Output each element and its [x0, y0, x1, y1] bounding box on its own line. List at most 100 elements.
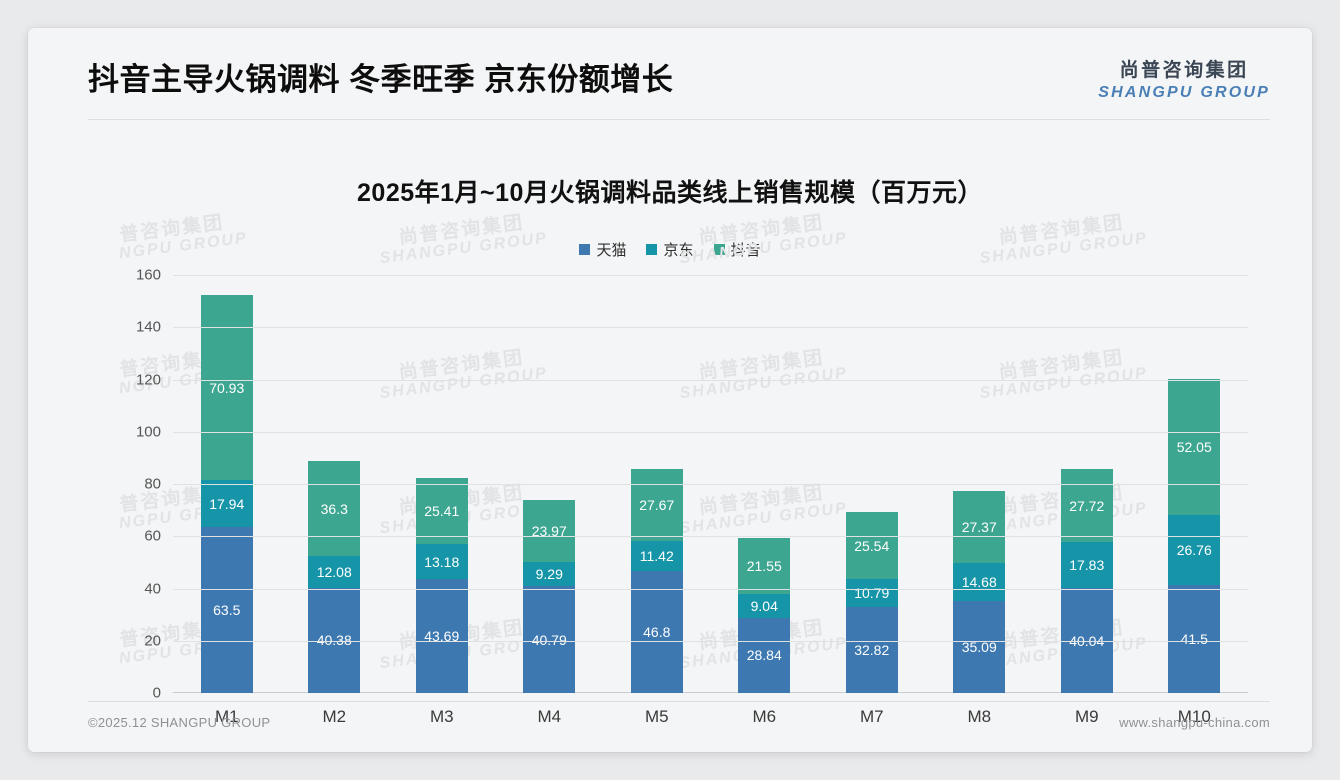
footer-copyright: ©2025.12 SHANGPU GROUP [88, 715, 271, 730]
legend-item-京东[interactable]: 京东 [646, 239, 694, 260]
bar-value-label: 26.76 [1176, 541, 1212, 558]
stacked-bar[interactable]: 25.54 10.79 32.82 [845, 512, 898, 693]
x-axis-tick-label: M4 [537, 707, 562, 726]
bar-segment-抖音[interactable]: 21.55 [738, 537, 791, 595]
stacked-bar[interactable]: 21.55 9.04 28.84 [738, 537, 791, 693]
bar-value-label: 17.83 [1069, 557, 1105, 574]
bar-value-label: 70.93 [209, 379, 245, 396]
slide-header: 抖音主导火锅调料 冬季旺季 京东份额增长 尚普咨询集团 SHANGPU GROU… [28, 28, 1312, 120]
bar-value-label: 14.68 [961, 574, 997, 591]
bar-value-label: 36.3 [320, 500, 348, 517]
bar-group-M2[interactable]: 36.3 12.08 40.38 M2 [281, 275, 389, 726]
x-axis-tick-label: M10 [1177, 707, 1211, 726]
stacked-bar[interactable]: 36.3 12.08 40.38 [308, 461, 361, 693]
legend-label: 天猫 [596, 242, 627, 259]
legend-item-天猫[interactable]: 天猫 [579, 239, 626, 260]
bar-value-label: 35.09 [961, 639, 997, 656]
bar-value-label: 9.29 [535, 566, 563, 583]
grid-line [173, 640, 1248, 642]
bar-segment-天猫[interactable]: 32.82 [845, 607, 898, 693]
bar-value-label: 17.94 [209, 495, 245, 512]
bar-segment-天猫[interactable]: 46.8 [630, 570, 683, 693]
bar-value-label: 43.69 [424, 627, 460, 644]
logo-english-text: SHANGPU GROUP [1098, 84, 1270, 101]
chart-plot-area: 70.93 17.94 63.5 M1 36.3 12.08 40.38 M2 25.41 13.… [136, 267, 1249, 726]
bar-segment-抖音[interactable]: 27.37 [953, 491, 1006, 563]
bar-value-label: 32.82 [854, 642, 890, 659]
bar-value-label: 21.55 [746, 557, 782, 574]
x-axis-tick-label: M5 [644, 707, 669, 726]
bar-segment-天猫[interactable]: 40.38 [308, 587, 361, 693]
grid-line [173, 275, 1248, 276]
company-logo: 尚普咨询集团 SHANGPU GROUP [1098, 61, 1270, 101]
stacked-bar[interactable]: 27.67 11.42 46.8 [630, 468, 683, 693]
bar-segment-天猫[interactable]: 28.84 [738, 617, 791, 693]
x-axis-tick-label: M7 [859, 707, 884, 726]
bar-value-label: 13.18 [424, 553, 460, 570]
bar-value-label: 27.37 [961, 519, 997, 536]
bar-value-label: 25.54 [854, 537, 890, 554]
bar-segment-京东[interactable]: 13.18 [415, 544, 468, 579]
bar-segment-抖音[interactable]: 27.67 [630, 468, 683, 541]
legend-swatch-icon [713, 244, 725, 255]
bar-group-M8[interactable]: 27.37 14.68 35.09 M8 [926, 275, 1034, 726]
bar-group-M9[interactable]: 27.72 17.83 40.04 M9 [1033, 275, 1141, 726]
bar-series-container: 70.93 17.94 63.5 M1 36.3 12.08 40.38 M2 25.41 13.… [173, 275, 1249, 726]
bar-segment-天猫[interactable]: 40.79 [523, 586, 576, 693]
bar-segment-京东[interactable]: 12.08 [308, 555, 361, 588]
bar-segment-京东[interactable]: 9.29 [523, 562, 576, 587]
legend-swatch-icon [646, 244, 658, 255]
legend-item-抖音[interactable]: 抖音 [713, 239, 761, 260]
bar-segment-抖音[interactable]: 52.05 [1168, 378, 1221, 515]
x-axis-tick-label: M9 [1074, 707, 1099, 726]
bar-segment-抖音[interactable]: 36.3 [308, 461, 361, 556]
bar-value-label: 40.79 [531, 631, 567, 648]
stacked-bar[interactable]: 27.72 17.83 40.04 [1060, 469, 1113, 693]
y-axis-tick-label: 40 [144, 580, 161, 597]
bar-group-M5[interactable]: 27.67 11.42 46.8 M5 [603, 275, 711, 726]
bar-segment-天猫[interactable]: 63.5 [200, 527, 253, 693]
bar-value-label: 28.84 [746, 647, 782, 664]
chart-title: 2025年1月~10月火锅调料品类线上销售规模（百万元） [357, 179, 983, 207]
stacked-bar[interactable]: 70.93 17.94 63.5 [200, 294, 253, 693]
bar-segment-京东[interactable]: 10.79 [845, 579, 898, 608]
bar-group-M10[interactable]: 52.05 26.76 41.5 M10 [1141, 275, 1249, 726]
bar-segment-京东[interactable]: 9.04 [738, 594, 791, 618]
bar-segment-京东[interactable]: 17.83 [1060, 541, 1113, 589]
bar-value-label: 41.5 [1180, 630, 1208, 647]
y-axis-tick-label: 60 [144, 527, 161, 545]
stacked-bar[interactable]: 52.05 26.76 41.5 [1168, 378, 1221, 693]
bar-group-M7[interactable]: 25.54 10.79 32.82 M7 [818, 275, 926, 726]
x-axis-tick-label: M6 [752, 707, 777, 726]
bar-segment-京东[interactable]: 26.76 [1168, 514, 1221, 585]
bar-segment-抖音[interactable]: 27.72 [1060, 469, 1113, 542]
bar-segment-抖音[interactable]: 70.93 [200, 294, 253, 481]
bar-value-label: 46.8 [643, 623, 671, 640]
slide-card: 抖音主导火锅调料 冬季旺季 京东份额增长 尚普咨询集团 SHANGPU GROU… [28, 28, 1312, 752]
bar-segment-抖音[interactable]: 25.41 [415, 478, 468, 545]
bar-group-M6[interactable]: 21.55 9.04 28.84 M6 [711, 275, 819, 726]
stacked-bar[interactable]: 25.41 13.18 43.69 [415, 478, 468, 693]
grid-line [173, 327, 1248, 329]
stacked-bar[interactable]: 27.37 14.68 35.09 [953, 491, 1006, 693]
footer-website: www.shangpu-china.com [1119, 715, 1270, 730]
bar-segment-天猫[interactable]: 35.09 [953, 601, 1006, 693]
grid-line [173, 379, 1248, 381]
bar-segment-抖音[interactable]: 23.97 [523, 499, 576, 563]
legend-swatch-icon [579, 244, 591, 255]
bar-group-M3[interactable]: 25.41 13.18 43.69 M3 [388, 275, 496, 726]
bar-group-M1[interactable]: 70.93 17.94 63.5 M1 [173, 275, 281, 726]
bar-segment-天猫[interactable]: 43.69 [415, 578, 468, 693]
footer-divider [88, 701, 1270, 702]
bar-value-label: 23.97 [531, 522, 567, 539]
bar-segment-京东[interactable]: 14.68 [953, 562, 1006, 602]
bar-segment-天猫[interactable]: 41.5 [1168, 584, 1221, 693]
bar-segment-天猫[interactable]: 40.04 [1060, 588, 1113, 693]
bar-segment-京东[interactable]: 11.42 [630, 540, 683, 571]
legend-label: 京东 [663, 242, 694, 259]
bar-segment-抖音[interactable]: 25.54 [845, 512, 898, 580]
bar-segment-京东[interactable]: 17.94 [200, 480, 253, 528]
stacked-bar[interactable]: 23.97 9.29 40.79 [523, 499, 576, 693]
x-axis-tick-label: M3 [429, 707, 454, 726]
bar-group-M4[interactable]: 23.97 9.29 40.79 M4 [496, 275, 604, 726]
